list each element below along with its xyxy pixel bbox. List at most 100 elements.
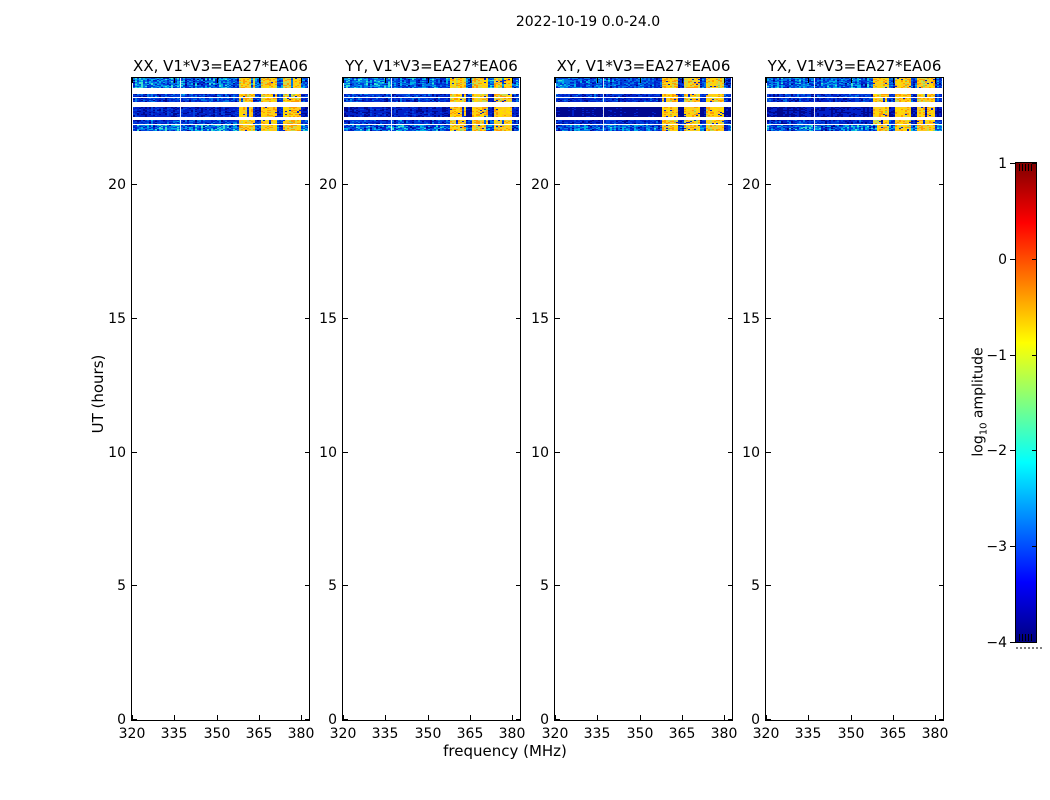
- x-tick-label: 335: [371, 726, 399, 742]
- x-tick-mark-bottom: [724, 715, 725, 720]
- y-tick-mark-left: [343, 719, 348, 720]
- y-tick-mark-right: [939, 585, 944, 586]
- y-tick-mark-left: [555, 318, 560, 319]
- x-tick-mark-top: [470, 78, 471, 83]
- panel-title-xy: XY, V1*V3=EA27*EA06: [556, 57, 731, 75]
- y-tick-label: 15: [742, 311, 760, 327]
- y-tick-mark-right: [728, 184, 733, 185]
- y-tick-mark-left: [555, 452, 560, 453]
- colorbar-underline-dots: [1016, 647, 1042, 649]
- y-tick-mark-left: [132, 452, 137, 453]
- colorbar-minor-tick-bottom: [1031, 634, 1032, 641]
- y-tick-label: 10: [742, 445, 760, 461]
- y-tick-label: 15: [531, 311, 549, 327]
- y-tick-mark-left: [132, 318, 137, 319]
- y-tick-mark-left: [343, 585, 348, 586]
- figure-title: 2022-10-19 0.0-24.0: [515, 14, 661, 30]
- x-tick-label: 320: [752, 726, 780, 742]
- colorbar-tick-mark-right: [1032, 259, 1036, 260]
- x-tick-label: 350: [837, 726, 865, 742]
- y-tick-mark-right: [305, 318, 310, 319]
- x-tick-mark-top: [174, 78, 175, 83]
- colorbar-tick-mark-left: [1010, 642, 1015, 643]
- x-tick-label: 320: [118, 726, 146, 742]
- colorbar-minor-tick-top: [1025, 164, 1026, 171]
- x-tick-mark-top: [766, 78, 767, 83]
- colorbar-tick-mark-right: [1032, 642, 1036, 643]
- x-tick-mark-bottom: [597, 715, 598, 720]
- x-tick-label: 365: [879, 726, 907, 742]
- colorbar-minor-tick-bottom: [1028, 634, 1029, 641]
- y-tick-mark-left: [555, 585, 560, 586]
- colorbar-label-prefix: log: [970, 435, 987, 457]
- heatmap-panel-xx: [131, 77, 310, 721]
- x-tick-mark-top: [682, 78, 683, 83]
- colorbar-tick-label: −2: [986, 443, 1007, 459]
- x-tick-label: 365: [668, 726, 696, 742]
- x-tick-label: 380: [498, 726, 526, 742]
- y-tick-label: 5: [117, 578, 126, 594]
- x-tick-label: 350: [414, 726, 442, 742]
- y-tick-mark-left: [132, 585, 137, 586]
- x-tick-mark-top: [132, 78, 133, 83]
- colorbar-minor-tick-bottom: [1019, 634, 1020, 641]
- y-axis-label: UT (hours): [89, 354, 107, 434]
- y-tick-label: 10: [319, 445, 337, 461]
- y-tick-mark-right: [939, 184, 944, 185]
- x-tick-mark-top: [893, 78, 894, 83]
- y-tick-label: 15: [108, 311, 126, 327]
- x-tick-mark-top: [808, 78, 809, 83]
- x-tick-mark-top: [935, 78, 936, 83]
- colorbar-minor-tick-top: [1028, 164, 1029, 171]
- colorbar-tick-mark-left: [1010, 450, 1015, 451]
- y-tick-mark-left: [343, 184, 348, 185]
- x-tick-label: 335: [794, 726, 822, 742]
- x-tick-mark-top: [259, 78, 260, 83]
- x-tick-mark-bottom: [343, 715, 344, 720]
- colorbar-tick-label: −1: [986, 348, 1007, 364]
- y-tick-label: 0: [540, 712, 549, 728]
- x-tick-mark-bottom: [512, 715, 513, 720]
- colorbar-tick-label: −4: [986, 635, 1007, 651]
- y-tick-mark-left: [766, 452, 771, 453]
- y-tick-label: 0: [751, 712, 760, 728]
- colorbar-tick-label: 0: [998, 252, 1007, 268]
- panel-title-yy: YY, V1*V3=EA27*EA06: [345, 57, 518, 75]
- x-tick-label: 320: [329, 726, 357, 742]
- x-tick-mark-bottom: [385, 715, 386, 720]
- y-tick-mark-right: [728, 585, 733, 586]
- y-tick-mark-left: [343, 318, 348, 319]
- x-tick-label: 380: [287, 726, 315, 742]
- x-tick-mark-top: [428, 78, 429, 83]
- x-tick-mark-bottom: [766, 715, 767, 720]
- x-axis-label: frequency (MHz): [443, 742, 567, 760]
- x-tick-label: 380: [921, 726, 949, 742]
- colorbar-minor-tick-bottom: [1025, 634, 1026, 641]
- y-tick-label: 10: [108, 445, 126, 461]
- heatmap-panel-yx: [765, 77, 944, 721]
- y-tick-mark-right: [516, 719, 521, 720]
- x-tick-label: 350: [626, 726, 654, 742]
- y-tick-mark-right: [728, 719, 733, 720]
- colorbar-tick-mark-right: [1032, 546, 1036, 547]
- x-tick-label: 335: [160, 726, 188, 742]
- x-tick-mark-bottom: [640, 715, 641, 720]
- colorbar-label-subscript: 10: [978, 422, 990, 436]
- panel-title-yx: YX, V1*V3=EA27*EA06: [767, 57, 942, 75]
- x-tick-label: 365: [245, 726, 273, 742]
- panel-title-xx: XX, V1*V3=EA27*EA06: [133, 57, 308, 75]
- y-tick-mark-right: [728, 452, 733, 453]
- y-tick-mark-left: [555, 184, 560, 185]
- colorbar-tick-mark-left: [1010, 355, 1015, 356]
- colorbar-tick-mark-right: [1032, 355, 1036, 356]
- colorbar-tick-mark-right: [1032, 163, 1036, 164]
- y-tick-mark-left: [555, 719, 560, 720]
- x-tick-mark-bottom: [682, 715, 683, 720]
- x-tick-label: 320: [541, 726, 569, 742]
- x-tick-mark-top: [555, 78, 556, 83]
- y-tick-mark-right: [305, 452, 310, 453]
- x-tick-mark-top: [724, 78, 725, 83]
- x-tick-label: 335: [583, 726, 611, 742]
- y-tick-label: 15: [319, 311, 337, 327]
- x-tick-mark-bottom: [428, 715, 429, 720]
